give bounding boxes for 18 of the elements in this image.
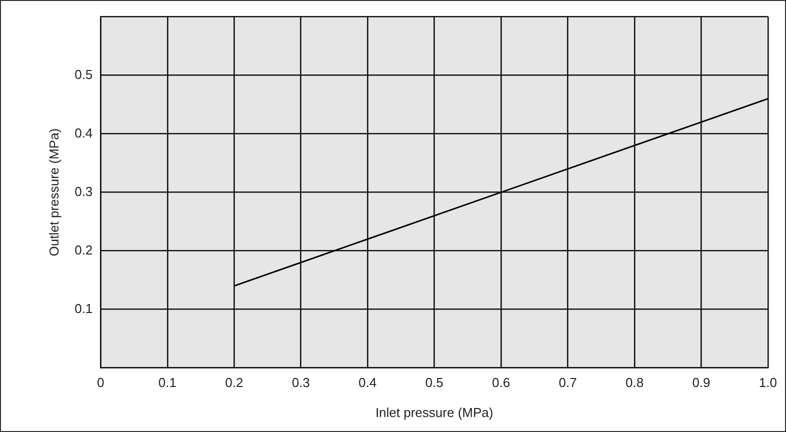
y-tick-label: 0.4 — [74, 125, 93, 140]
x-tick-label: 0.6 — [492, 375, 510, 390]
y-tick-label: 0.1 — [74, 300, 93, 316]
x-tick-label: 0.2 — [225, 375, 244, 390]
y-axis-title: Outlet pressure (MPa) — [46, 128, 62, 256]
x-tick-label: 0.9 — [692, 375, 710, 390]
x-tick-label: 0.7 — [558, 375, 577, 390]
x-tick-label: 0 — [97, 375, 104, 390]
y-tick-label: 0.2 — [74, 242, 93, 258]
y-tick-label: 0.5 — [74, 66, 93, 82]
x-tick-label: 0.4 — [358, 375, 377, 390]
x-tick-label: 0.3 — [292, 375, 310, 390]
x-tick-label: 1.0 — [758, 375, 778, 390]
x-tick-label: 0.5 — [425, 375, 444, 390]
x-tick-label: 0.1 — [158, 375, 176, 390]
y-tick-label: 0.3 — [74, 184, 93, 199]
x-tick-label: 0.8 — [625, 375, 644, 390]
x-axis-title: Inlet pressure (MPa) — [375, 404, 494, 420]
